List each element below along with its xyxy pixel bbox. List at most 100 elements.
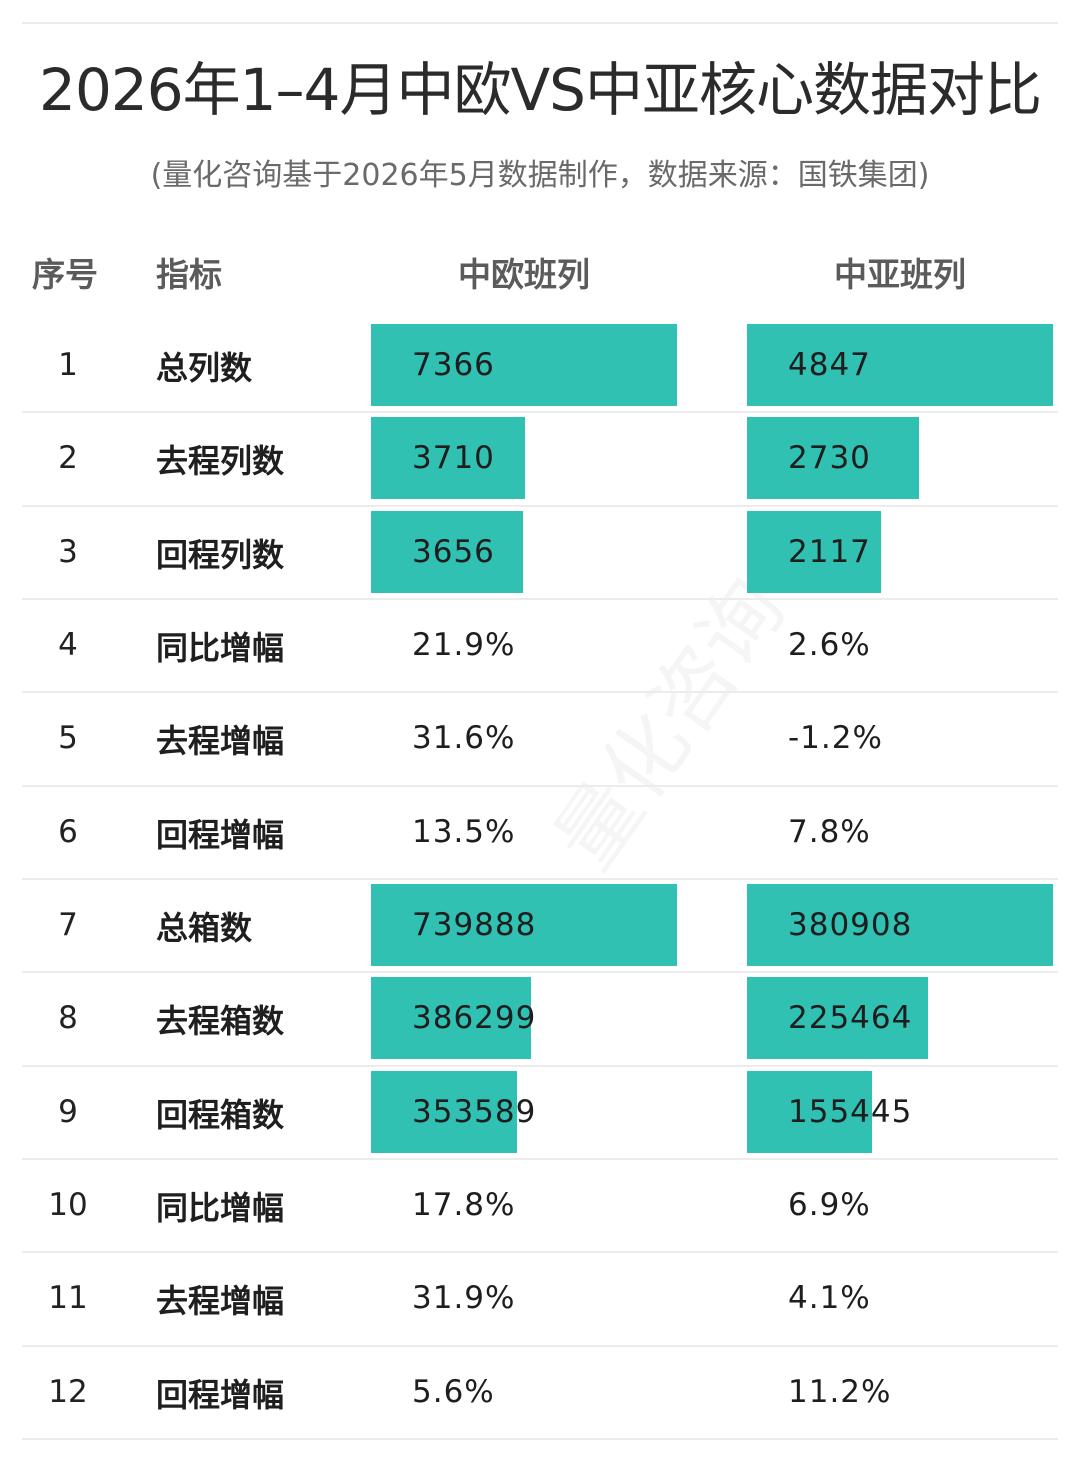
china-europe-cell: 5.6% <box>371 1351 677 1433</box>
china-central-asia-bar <box>747 1070 872 1153</box>
china-europe-value: 353589 <box>412 1093 537 1130</box>
china-central-asia-value: 2117 <box>788 533 871 570</box>
table-row: 9 回程箱数 353589 155445 <box>0 1067 1080 1160</box>
china-central-asia-cell: 225464 <box>747 977 1053 1060</box>
china-central-asia-value: 4.1% <box>788 1280 871 1317</box>
china-europe-cell: 7366 <box>371 324 677 406</box>
row-divider <box>22 1251 1058 1254</box>
china-central-asia-cell: -1.2% <box>747 697 1053 779</box>
china-central-asia-cell: 155445 <box>747 1070 1053 1153</box>
china-central-asia-cell: 6.9% <box>747 1164 1053 1246</box>
row-metric-label: 去程增幅 <box>156 722 285 761</box>
row-divider <box>22 1437 1058 1440</box>
china-europe-cell: 21.9% <box>371 604 677 686</box>
china-central-asia-bar <box>747 324 1053 406</box>
header-metric: 指标 <box>156 255 222 294</box>
row-index: 4 <box>58 626 78 663</box>
row-index: 2 <box>58 440 78 477</box>
row-index: 3 <box>58 533 78 570</box>
row-divider <box>22 1157 1058 1160</box>
china-europe-bar <box>371 417 525 500</box>
china-europe-bar <box>371 324 677 406</box>
china-europe-cell: 17.8% <box>371 1164 677 1246</box>
table-row: 6 回程增幅 13.5% 7.8% <box>0 787 1080 880</box>
china-europe-cell: 353589 <box>371 1070 677 1153</box>
china-europe-bar <box>371 977 531 1060</box>
table-row: 3 回程列数 3656 2117 <box>0 507 1080 600</box>
header-china-europe: 中欧班列 <box>458 255 590 294</box>
table-row: 8 去程箱数 386299 225464 <box>0 973 1080 1067</box>
china-europe-cell: 13.5% <box>371 791 677 873</box>
china-europe-value: 386299 <box>412 1000 537 1037</box>
row-index: 1 <box>58 347 78 383</box>
row-metric-label: 去程增幅 <box>156 1282 285 1321</box>
china-europe-cell: 3710 <box>371 417 677 500</box>
row-index: 12 <box>48 1373 88 1410</box>
china-europe-value: 17.8% <box>412 1186 516 1223</box>
header-index: 序号 <box>32 255 98 294</box>
row-index: 11 <box>48 1280 88 1317</box>
china-europe-cell: 3656 <box>371 510 677 593</box>
china-central-asia-value: 11.2% <box>788 1373 892 1410</box>
row-divider <box>22 691 1058 694</box>
table-row: 5 去程增幅 31.6% -1.2% <box>0 693 1080 787</box>
china-europe-bar <box>371 1070 517 1153</box>
table-header: 序号 指标 中欧班列 中亚班列 <box>0 250 1080 300</box>
row-index: 7 <box>58 906 78 943</box>
china-central-asia-value: 2.6% <box>788 626 871 663</box>
china-central-asia-bar <box>747 883 1053 966</box>
row-index: 8 <box>58 1000 78 1037</box>
row-metric-label: 回程列数 <box>156 535 285 574</box>
china-central-asia-value: 380908 <box>788 906 913 943</box>
row-index: 6 <box>58 813 78 850</box>
row-metric-label: 同比增幅 <box>156 1188 285 1227</box>
row-divider <box>22 411 1058 414</box>
china-europe-value: 3710 <box>412 440 495 477</box>
china-europe-bar <box>371 510 523 593</box>
china-europe-value: 5.6% <box>412 1373 495 1410</box>
table-row: 7 总箱数 739888 380908 <box>0 880 1080 974</box>
china-europe-value: 31.6% <box>412 720 516 757</box>
row-metric-label: 去程箱数 <box>156 1002 285 1041</box>
china-central-asia-cell: 2.6% <box>747 604 1053 686</box>
top-divider <box>22 22 1058 24</box>
row-index: 9 <box>58 1093 78 1130</box>
china-europe-value: 3656 <box>412 533 495 570</box>
china-europe-cell: 31.6% <box>371 697 677 779</box>
table-row: 11 去程增幅 31.9% 4.1% <box>0 1253 1080 1347</box>
china-central-asia-value: 7.8% <box>788 813 871 850</box>
china-europe-value: 31.9% <box>412 1280 516 1317</box>
row-index: 10 <box>48 1186 88 1223</box>
row-divider <box>22 597 1058 600</box>
header-china-central-asia: 中亚班列 <box>834 255 966 294</box>
china-central-asia-value: 225464 <box>788 1000 913 1037</box>
row-metric-label: 总列数 <box>156 349 253 387</box>
table-row: 1 总列数 7366 4847 <box>0 320 1080 414</box>
china-europe-cell: 31.9% <box>371 1257 677 1339</box>
page-title: 2026年1–4月中欧VS中亚核心数据对比 <box>39 56 1042 124</box>
row-metric-label: 回程增幅 <box>156 1375 285 1414</box>
china-central-asia-bar <box>747 977 928 1060</box>
row-index: 5 <box>58 720 78 757</box>
row-metric-label: 回程增幅 <box>156 815 285 854</box>
row-divider <box>22 784 1058 787</box>
china-central-asia-cell: 380908 <box>747 883 1053 966</box>
china-central-asia-cell: 11.2% <box>747 1351 1053 1433</box>
row-metric-label: 同比增幅 <box>156 628 285 667</box>
row-divider <box>22 1064 1058 1067</box>
china-europe-cell: 739888 <box>371 883 677 966</box>
china-central-asia-value: 6.9% <box>788 1186 871 1223</box>
row-metric-label: 回程箱数 <box>156 1095 285 1134</box>
china-europe-value: 13.5% <box>412 813 516 850</box>
china-central-asia-cell: 2730 <box>747 417 1053 500</box>
table-body: 1 总列数 7366 4847 2 去程列数 3710 2730 3 回程列数 3656 2117 4 同… <box>0 320 1080 1440</box>
china-central-asia-bar <box>747 417 919 500</box>
china-central-asia-value: -1.2% <box>788 720 883 757</box>
china-central-asia-cell: 4847 <box>747 324 1053 406</box>
china-central-asia-value: 4847 <box>788 347 871 383</box>
china-central-asia-cell: 2117 <box>747 510 1053 593</box>
china-central-asia-value: 155445 <box>788 1093 913 1130</box>
row-divider <box>22 504 1058 507</box>
china-central-asia-value: 2730 <box>788 440 871 477</box>
row-metric-label: 去程列数 <box>156 442 285 481</box>
